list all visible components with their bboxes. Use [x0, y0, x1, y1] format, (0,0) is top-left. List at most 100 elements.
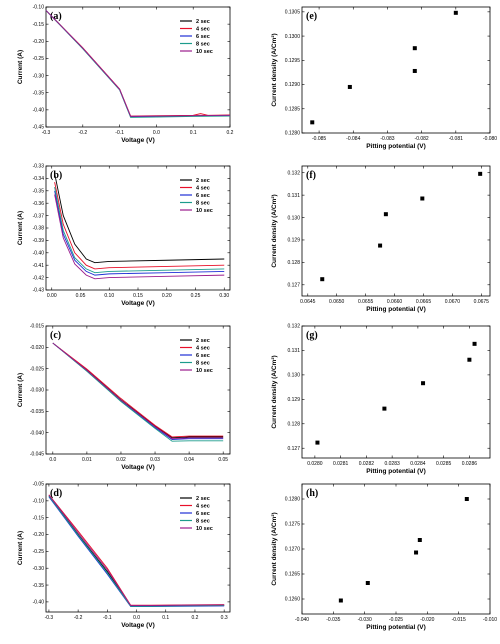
- y-tick-label: -0.10: [33, 499, 45, 505]
- y-tick-label: -0.40: [33, 108, 45, 114]
- y-tick-label: -0.36: [33, 201, 45, 207]
- legend-label: 8 sec: [196, 201, 210, 207]
- panel-label: (f): [306, 170, 316, 181]
- y-axis-label: Current (A): [17, 531, 24, 565]
- scatter-point: [315, 440, 320, 445]
- x-axis-label: Pitting potential (V): [366, 468, 426, 475]
- panel-a: -0.3 -0.2 -0.1 0.0 0.1 0.2 -0.45 -0.40 -0.35 -0.3…: [17, 5, 234, 144]
- legend-label: 6 sec: [196, 353, 210, 359]
- x-axis-label: Voltage (V): [121, 300, 154, 307]
- scatter-point: [453, 10, 458, 15]
- x-tick-label: 0.05: [218, 457, 228, 463]
- x-tick-label: 0.04: [184, 457, 194, 463]
- scatter-point: [338, 598, 343, 603]
- y-tick-label: -0.45: [33, 125, 45, 131]
- y-tick-label: -0.15: [33, 22, 45, 28]
- y-tick-label: -0.20: [33, 532, 45, 538]
- x-tick-label: 0.0283: [384, 461, 400, 467]
- x-tick-label: 0.02: [116, 457, 126, 463]
- x-tick-label: 0.03: [150, 457, 160, 463]
- y-tick-label: -0.25: [33, 549, 45, 555]
- panel-f: 0.0645 0.0650 0.0655 0.0660 0.0665 0.0670 0.06…: [271, 165, 491, 313]
- y-axis-label: Current (A): [17, 211, 24, 245]
- x-tick-label: 0.20: [162, 293, 172, 299]
- panel-label: (g): [306, 330, 318, 341]
- plot-frame: [301, 165, 491, 297]
- y-tick-label: 0.131: [287, 193, 300, 199]
- x-tick-label: 0.3: [221, 615, 228, 621]
- scatter-point: [417, 538, 422, 542]
- series-line-10-sec: [48, 494, 225, 607]
- y-tick-label: 0.127: [287, 446, 300, 452]
- x-tick-label: 0.0645: [300, 299, 316, 305]
- y-tick-label: -0.35: [33, 189, 45, 195]
- y-tick-label: -0.040: [30, 430, 44, 436]
- y-tick-label: 0.1265: [285, 572, 301, 578]
- x-tick-label: 0.0655: [358, 299, 374, 305]
- x-tick-label: -0.2: [78, 130, 87, 136]
- x-tick-label: 0.0280: [307, 461, 323, 467]
- y-tick-label: -0.35: [33, 90, 45, 96]
- x-tick-label: -0.080: [483, 136, 497, 142]
- y-axis-label: Current density (A/Cm²): [271, 355, 278, 428]
- y-tick-label: 0.1300: [285, 34, 301, 40]
- legend-label: 10 sec: [196, 208, 213, 214]
- panel-b: 0.00 0.05 0.10 0.15 0.20 0.25 0.30 -0.43 -0.42 -0…: [17, 164, 231, 307]
- y-tick-label: 0.1290: [285, 82, 301, 88]
- x-tick-label: 0.01: [82, 457, 92, 463]
- y-tick-label: -0.035: [30, 409, 44, 415]
- y-tick-label: -0.05: [33, 482, 45, 488]
- scatter-point: [464, 497, 469, 501]
- x-tick-label: 0.1: [190, 130, 197, 136]
- series-line-2-sec: [54, 173, 225, 264]
- plot-frame: [301, 6, 491, 134]
- series-line-4-sec: [54, 182, 225, 270]
- x-axis-label: Voltage (V): [121, 137, 154, 144]
- legend-label: 2 sec: [196, 19, 210, 25]
- x-tick-label: -0.082: [415, 136, 429, 142]
- y-tick-label: 0.129: [287, 397, 300, 403]
- x-tick-label: -0.035: [326, 617, 340, 623]
- legend-label: 4 sec: [196, 346, 210, 352]
- y-tick-label: 0.127: [287, 282, 300, 288]
- y-tick-label: -0.20: [33, 39, 45, 45]
- x-tick-label: 0.2: [227, 130, 234, 136]
- x-axis-label: Voltage (V): [121, 464, 154, 471]
- y-tick-label: -0.015: [30, 324, 44, 330]
- plot-frame: [301, 483, 491, 615]
- scatter-point: [320, 277, 325, 282]
- x-tick-label: 0.0284: [410, 461, 426, 467]
- panel-e: -0.085 -0.084 -0.083 -0.082 -0.081 -0.080 0.12…: [271, 6, 497, 150]
- legend-label: 8 sec: [196, 42, 210, 48]
- y-tick-label: -0.34: [33, 176, 45, 182]
- series-line-4-sec: [52, 342, 224, 438]
- series-line-8-sec: [48, 495, 225, 607]
- series-line-8-sec: [45, 10, 231, 118]
- legend-label: 10 sec: [196, 368, 213, 374]
- x-axis-label: Voltage (V): [121, 622, 154, 629]
- y-tick-label: -0.025: [30, 366, 44, 372]
- legend-label: 2 sec: [196, 178, 210, 184]
- legend-label: 4 sec: [196, 186, 210, 192]
- y-tick-label: 0.128: [287, 260, 300, 266]
- y-tick-label: 0.128: [287, 421, 300, 427]
- y-tick-label: 0.129: [287, 238, 300, 244]
- y-tick-label: 0.132: [287, 324, 300, 330]
- y-tick-label: -0.030: [30, 388, 44, 394]
- panel-label: (e): [306, 11, 317, 22]
- x-tick-label: -0.3: [42, 130, 51, 136]
- x-tick-label: 0.0281: [333, 461, 349, 467]
- panel-label: (h): [306, 488, 318, 499]
- scatter-point: [412, 46, 417, 51]
- y-tick-label: 0.1280: [285, 497, 301, 503]
- y-tick-label: 0.1270: [285, 547, 301, 553]
- x-tick-label: -0.083: [380, 136, 394, 142]
- y-tick-label: 0.1280: [285, 131, 301, 137]
- x-tick-label: -0.010: [483, 617, 497, 623]
- x-tick-label: -0.030: [358, 617, 372, 623]
- scatter-point: [421, 381, 426, 386]
- x-tick-label: 0.0: [133, 615, 140, 621]
- y-tick-label: 0.130: [287, 373, 300, 379]
- y-tick-label: 0.1285: [285, 106, 301, 112]
